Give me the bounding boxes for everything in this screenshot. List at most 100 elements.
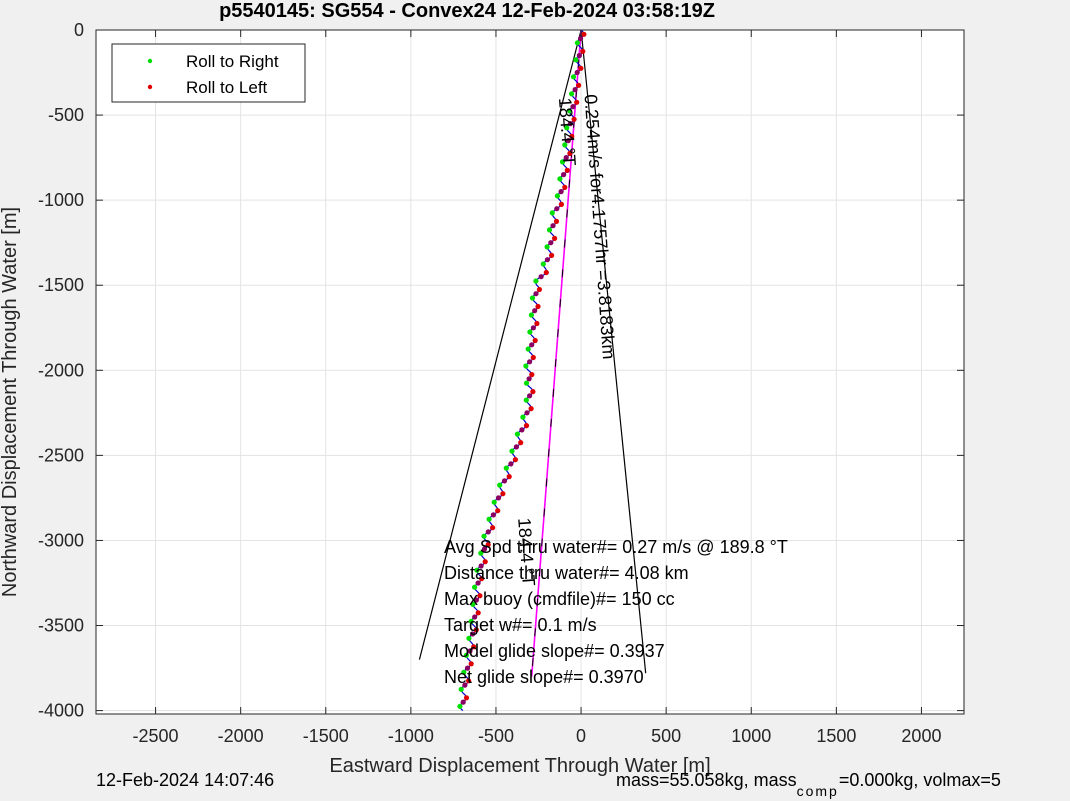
roll-left-marker — [495, 508, 501, 514]
legend-label-roll-left: Roll to Left — [186, 78, 268, 97]
x-tick-label: -1500 — [303, 726, 349, 746]
roll-left-marker — [571, 116, 577, 122]
roll-left-marker — [481, 546, 488, 552]
roll-left-marker — [533, 291, 539, 297]
roll-left-marker — [527, 393, 533, 399]
roll-right-marker — [549, 210, 555, 216]
annotation-2: 184.4 °T — [514, 517, 539, 586]
legend-label-roll-right: Roll to Right — [186, 52, 279, 71]
x-axis-label: Eastward Displacement Through Water [m] — [329, 755, 710, 777]
roll-left-marker — [570, 104, 576, 110]
annotation-0: 184.4 °T — [555, 97, 580, 166]
envelope-line-1 — [580, 29, 647, 674]
x-tick-label: 0 — [576, 726, 586, 746]
mass-subscript: comp — [796, 783, 839, 799]
roll-right-marker — [569, 91, 575, 97]
roll-left-marker — [519, 427, 525, 433]
roll-right-marker — [523, 363, 529, 369]
roll-left-marker — [554, 206, 560, 212]
roll-left-marker — [572, 87, 578, 93]
roll-left-marker — [470, 631, 476, 637]
y-tick-label: -500 — [48, 105, 84, 125]
roll-left-marker — [534, 320, 540, 327]
roll-left-marker — [475, 580, 481, 586]
roll-left-marker — [535, 303, 541, 310]
roll-left-marker — [552, 235, 558, 241]
chart-title: p5540145: SG554 - Convex24 12-Feb-2024 0… — [219, 0, 715, 22]
roll-left-marker — [467, 648, 473, 654]
y-tick-label: 0 — [74, 20, 84, 40]
roll-right-marker — [474, 567, 480, 573]
roll-left-marker — [567, 121, 574, 127]
roll-left-marker — [565, 138, 571, 144]
roll-right-marker — [468, 618, 474, 624]
series-layer — [418, 29, 647, 712]
roll-left-marker — [468, 661, 474, 667]
roll-left-marker — [532, 308, 538, 314]
stat-line: Target w#= 0.1 m/s — [444, 615, 597, 635]
roll-right-marker — [486, 516, 492, 522]
stat-line: Distance thru water#= 4.08 km — [444, 563, 689, 583]
roll-left-marker — [490, 512, 496, 518]
x-tick-label: -1000 — [388, 726, 434, 746]
stat-line: Net glide slope#= 0.3970 — [444, 667, 644, 687]
y-tick-label: -2500 — [38, 445, 84, 465]
legend: Roll to Right Roll to Left — [111, 43, 306, 103]
y-tick-label: -3500 — [38, 616, 84, 636]
roll-right-marker — [509, 448, 515, 454]
roll-left-marker — [500, 491, 506, 497]
roll-right-marker — [463, 652, 469, 658]
y-tick-label: -1500 — [38, 275, 84, 295]
roll-left-marker — [576, 82, 582, 88]
stats-block: Avg Spd thru water#= 0.27 m/s @ 189.8 °T… — [444, 537, 788, 687]
roll-left-marker — [530, 354, 536, 361]
roll-right-marker — [570, 74, 577, 80]
roll-right-marker — [457, 703, 463, 709]
legend-box — [111, 43, 306, 103]
roll-right-marker — [472, 584, 478, 590]
roll-right-marker — [557, 176, 563, 182]
roll-left-marker — [550, 223, 556, 229]
roll-left-marker — [506, 474, 512, 480]
roll-left-marker — [561, 172, 567, 178]
roll-left-marker — [466, 678, 472, 684]
roll-left-marker — [463, 695, 470, 701]
roll-left-marker — [473, 597, 479, 603]
roll-left-marker — [558, 189, 564, 195]
roll-right-marker — [470, 601, 476, 607]
axis-ticks: -2500 -2000 -1500 -1000 -500 0 500 1000 1500 2000… — [38, 20, 964, 746]
plot-frame — [95, 29, 965, 715]
y-tick-label: -4000 — [38, 701, 84, 721]
roll-left-marker — [524, 410, 530, 416]
x-tick-label: 1000 — [731, 726, 771, 746]
roll-left-marker — [543, 269, 549, 276]
roll-left-marker — [578, 65, 584, 71]
roll-left-marker — [544, 257, 551, 263]
roll-left-marker — [574, 99, 580, 105]
roll-left-marker — [513, 444, 520, 450]
stat-line: Max buoy (cmdfile)#= 150 cc — [444, 589, 675, 609]
roll-left-marker — [532, 337, 538, 344]
roll-left-marker — [569, 133, 575, 139]
x-tick-label: -500 — [478, 726, 514, 746]
roll-right-marker — [564, 125, 570, 131]
roll-right-marker — [566, 108, 572, 114]
roll-right-marker — [458, 686, 464, 692]
roll-left-marker — [563, 155, 569, 161]
net-displacement-dashes — [531, 29, 582, 677]
roll-left-marker — [528, 406, 534, 412]
roll-left-marker — [549, 252, 555, 258]
roll-left-marker — [562, 184, 568, 190]
roll-right-marker — [546, 227, 553, 233]
footer-mass-info: mass=55.058kg, masscomp=0.000kg, volmax=… — [616, 770, 1001, 799]
roll-left-marker — [536, 286, 543, 293]
roll-right-marker — [481, 533, 487, 539]
roll-left-marker — [460, 699, 466, 705]
roll-left-marker — [530, 325, 537, 331]
roll-right-marker — [527, 329, 533, 335]
roll-left-marker — [472, 614, 478, 620]
y-axis-label: Northward Displacement Through Water [m] — [0, 207, 21, 597]
stat-line: Model glide slope#= 0.3937 — [444, 641, 665, 661]
roll-left-marker — [477, 593, 483, 599]
y-tick-label: -2000 — [38, 360, 84, 380]
